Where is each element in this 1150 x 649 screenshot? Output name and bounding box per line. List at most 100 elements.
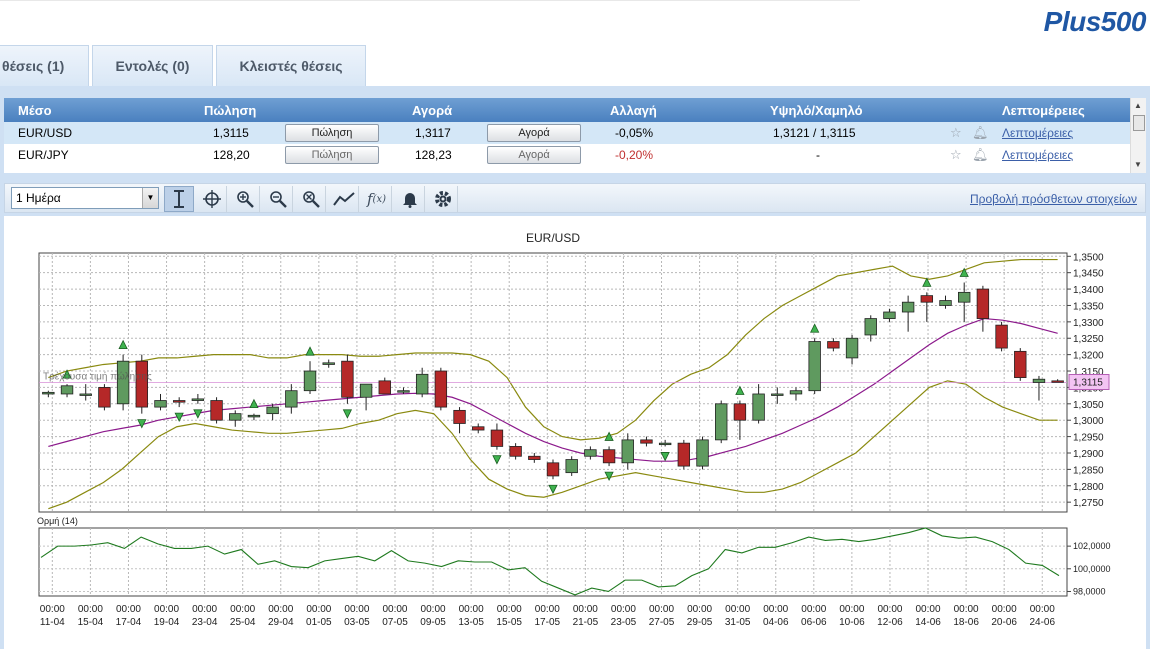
x-date-label: 29-04 — [268, 617, 294, 628]
candle-up — [1032, 378, 1046, 383]
x-time-label: 00:00 — [40, 604, 65, 615]
table-scrollbar[interactable]: ▲ ▼ — [1130, 98, 1146, 173]
period-select[interactable]: 1 Ημέρα ▼ — [11, 187, 159, 209]
buy-signal-arrow — [118, 339, 128, 350]
lower-band-line — [48, 380, 1058, 510]
x-time-label: 00:00 — [382, 604, 407, 615]
candle-down — [976, 288, 990, 319]
cursor-icon[interactable] — [164, 186, 194, 212]
scroll-down-icon[interactable]: ▼ — [1134, 160, 1142, 169]
tab-open-positions[interactable]: θέσεις (1) — [0, 45, 89, 86]
current-price-badge — [1068, 374, 1110, 390]
tab-label: Εντολές (0) — [115, 58, 190, 74]
bell-icon[interactable]: 🔔︎ — [972, 125, 989, 140]
buy-signal-arrow — [959, 267, 969, 277]
sell-price: 128,20 — [213, 148, 250, 162]
buy-signal-arrow — [604, 431, 614, 441]
x-time-label: 00:00 — [725, 604, 750, 615]
candle-up — [789, 390, 803, 395]
x-date-label: 07-05 — [382, 617, 408, 628]
candle-down — [135, 360, 148, 408]
sell-button[interactable]: Πώληση — [285, 124, 379, 142]
star-icon[interactable]: ☆ — [950, 147, 962, 162]
tab-closed-positions[interactable]: Κλειστές θέσεις — [216, 45, 366, 86]
line-tool-icon[interactable] — [329, 186, 359, 212]
bell-icon[interactable]: 🔔︎ — [972, 147, 989, 162]
highlow-value: 1,3121 / 1,3115 — [773, 126, 856, 140]
x-date-label: 29-05 — [687, 617, 713, 628]
x-time-label: 00:00 — [687, 604, 712, 615]
more-data-link[interactable]: Προβολή πρόσθετων στοιχείων — [969, 192, 1137, 206]
chart-area[interactable]: EUR/USD 1,2750 1,2800 1,2850 1,2900 1,2950 1,3… — [4, 216, 1146, 649]
buy-signal-arrow — [922, 277, 932, 287]
col-buy: Αγορά — [412, 102, 453, 118]
trading-panel: Μέσο Πώληση Αγορά Αλλαγή Υψηλό/Χαμηλό Λε… — [0, 86, 1150, 649]
y-tick-label: 1,3300 — [1073, 318, 1104, 329]
sell-button[interactable]: Πώληση — [285, 146, 379, 164]
sell-signal-arrow — [548, 484, 558, 495]
candle-up — [247, 414, 261, 418]
function-icon[interactable]: f (x) — [362, 186, 392, 212]
momentum-tick-label: 102,0000 — [1073, 541, 1111, 551]
zoom-in-icon[interactable] — [230, 186, 260, 212]
buy-button[interactable]: Αγορά — [487, 146, 581, 164]
x-time-label: 00:00 — [230, 604, 255, 615]
current-price-overlay-label: Τρέχουσα τιμή πώλησης — [43, 371, 152, 383]
col-highlow: Υψηλό/Χαμηλό — [770, 102, 863, 118]
x-time-label: 00:00 — [954, 604, 979, 615]
tab-orders[interactable]: Εντολές (0) — [92, 45, 213, 86]
x-time-label: 00:00 — [573, 604, 598, 615]
price-chart[interactable]: EUR/USD 1,2750 1,2800 1,2850 1,2900 1,2950 1,3… — [4, 216, 1146, 649]
crosshair-icon[interactable] — [197, 186, 227, 212]
zoom-out-icon[interactable] — [263, 186, 293, 212]
x-date-label: 24-06 — [1029, 617, 1055, 628]
table-row[interactable]: EUR/JPY 128,20 Πώληση 128,23 Αγορά -0,20… — [4, 144, 1146, 166]
momentum-tick-label: 100,0000 — [1073, 564, 1111, 574]
y-tick-label: 1,3500 — [1073, 252, 1104, 263]
chart-toolbar: 1 Ημέρα ▼ f (x) Προβολή πρόσθετων στοιχεί… — [4, 183, 1146, 213]
x-time-label: 00:00 — [649, 604, 674, 615]
star-icon[interactable]: ☆ — [950, 125, 962, 140]
scroll-up-icon[interactable]: ▲ — [1134, 101, 1142, 110]
settings-icon[interactable] — [428, 186, 458, 212]
candle-down — [378, 380, 391, 395]
alert-icon[interactable] — [395, 186, 425, 212]
sell-price: 1,3115 — [213, 126, 249, 140]
details-link[interactable]: Λεπτομέρειες — [1002, 126, 1074, 140]
buy-button[interactable]: Αγορά — [487, 124, 581, 142]
x-date-label: 27-05 — [649, 617, 675, 628]
chevron-down-icon[interactable]: ▼ — [142, 188, 158, 208]
x-time-label: 00:00 — [916, 604, 941, 615]
candle-up — [958, 291, 971, 303]
candle-down — [1014, 350, 1027, 378]
y-tick-label: 1,2800 — [1073, 482, 1104, 493]
candle-up — [303, 370, 317, 392]
x-time-label: 00:00 — [116, 604, 141, 615]
candle-down — [490, 429, 504, 447]
x-date-label: 18-06 — [953, 617, 979, 628]
candle-down — [172, 400, 186, 403]
scroll-thumb[interactable] — [1133, 115, 1145, 131]
x-date-label: 17-05 — [534, 617, 560, 628]
col-change: Αλλαγή — [610, 102, 657, 118]
candle-down — [453, 409, 466, 424]
candle-up — [584, 449, 597, 457]
change-value: -0,20% — [615, 148, 654, 162]
candle-up — [715, 403, 728, 441]
buy-signal-arrow — [735, 385, 745, 395]
zoom-reset-icon[interactable] — [296, 186, 326, 212]
details-link[interactable]: Λεπτομέρειες — [1002, 148, 1074, 162]
x-time-label: 00:00 — [535, 604, 560, 615]
highlow-value: - — [816, 148, 820, 162]
sell-signal-arrow — [660, 452, 670, 462]
momentum-tick-label: 98,0000 — [1073, 586, 1106, 596]
candle-up — [359, 383, 373, 398]
x-time-label: 00:00 — [611, 604, 636, 615]
table-row[interactable]: EUR/USD 1,3115 Πώληση 1,3117 Αγορά -0,05… — [4, 122, 1146, 144]
x-date-label: 04-06 — [763, 617, 789, 628]
tab-label: Κλειστές θέσεις — [239, 58, 343, 74]
instrument-name: EUR/USD — [18, 126, 73, 140]
candle-up — [397, 390, 410, 393]
candle-up — [621, 439, 634, 464]
candle-up — [229, 413, 242, 421]
